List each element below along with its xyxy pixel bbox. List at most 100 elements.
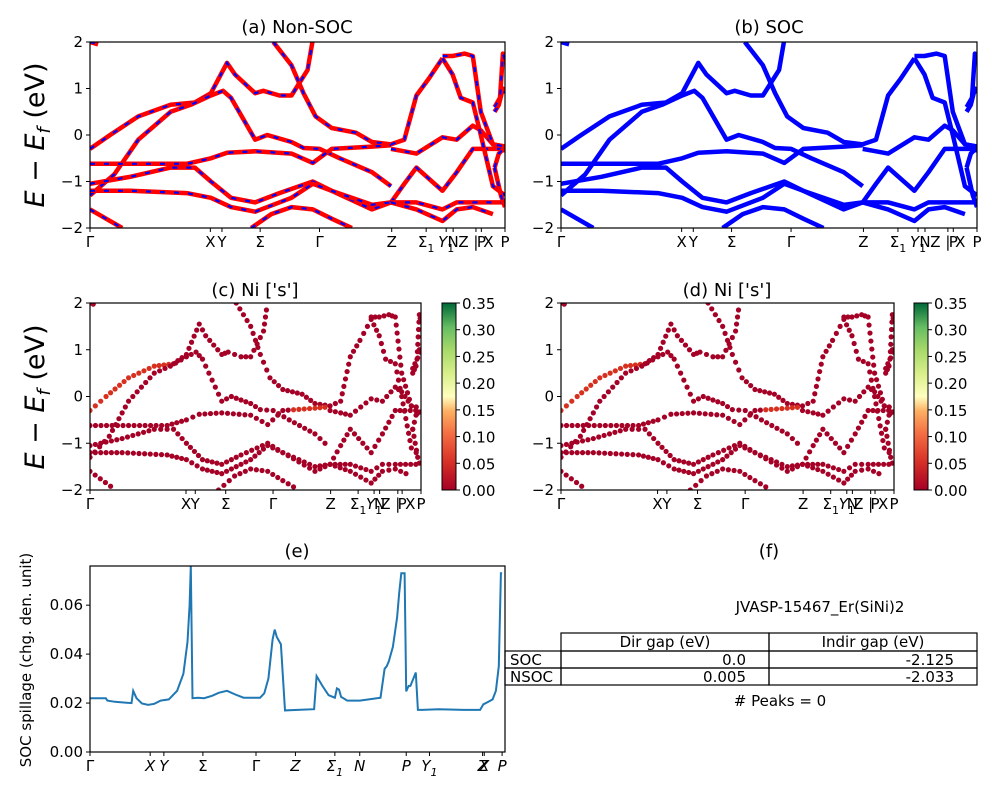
band-point (257, 351, 263, 358)
band-point (870, 385, 876, 391)
band-point (357, 337, 363, 343)
panel-c-title: (c) Ni ['s'] (211, 280, 298, 301)
ytick-label: 0.00 (50, 743, 83, 761)
band-point (705, 303, 711, 306)
band-point (404, 390, 411, 396)
band-point (657, 345, 664, 351)
band-point (416, 319, 421, 325)
band-soc (964, 51, 977, 109)
band-point (253, 415, 259, 421)
band-point (890, 409, 894, 415)
band-point (872, 370, 878, 376)
band-point (748, 382, 754, 389)
band-point (406, 430, 412, 436)
band-point (332, 463, 338, 469)
band-point (373, 327, 380, 333)
band-point (265, 442, 271, 449)
band-point (388, 389, 394, 395)
band-point (206, 370, 212, 376)
band-point (640, 453, 647, 459)
band-point (872, 393, 878, 400)
band-point (724, 337, 731, 343)
xtick-label: X (144, 757, 156, 775)
ytick-label: 2 (544, 294, 554, 312)
band-point (397, 407, 403, 414)
band-point (585, 450, 591, 456)
band-point (714, 468, 720, 474)
band-point (674, 333, 680, 339)
band-point (347, 354, 353, 360)
band-point (841, 396, 847, 402)
band-nsoc (271, 42, 445, 147)
band-point (191, 448, 198, 455)
band-point (290, 484, 297, 490)
band-point (865, 314, 871, 320)
band-point (196, 411, 202, 417)
band-point (805, 400, 811, 407)
band-point (275, 447, 281, 453)
band-point (280, 478, 286, 484)
band-point (347, 461, 353, 467)
band-soc (391, 201, 505, 211)
band-point (563, 403, 569, 409)
band-point (690, 471, 697, 477)
band-point (836, 466, 842, 473)
band-point (668, 321, 674, 327)
band-point (203, 333, 209, 339)
band-point (871, 362, 877, 368)
band-point (720, 400, 726, 407)
band-point (784, 405, 790, 411)
band-point (226, 478, 232, 484)
band-point (747, 412, 753, 418)
band-point (170, 426, 177, 432)
band-point (846, 465, 853, 471)
band-soc (964, 148, 977, 169)
band-point (334, 449, 340, 455)
band-point (617, 365, 624, 372)
band-point (393, 322, 399, 328)
band-point (215, 347, 221, 353)
colorbar-tick-label: 0.25 (462, 348, 495, 366)
band-point (825, 471, 831, 477)
band-point (867, 330, 873, 336)
band-point (169, 421, 175, 427)
band-point (401, 408, 408, 414)
band-point (574, 439, 580, 445)
band-point (199, 327, 206, 333)
band-point (602, 422, 608, 429)
band-point (296, 422, 303, 429)
band-soc (493, 149, 505, 168)
band-point (684, 384, 690, 390)
band-point (399, 370, 405, 376)
band-point (729, 351, 735, 358)
band-point (317, 463, 323, 469)
band-point (381, 313, 387, 319)
xtick-label: Σ1 (418, 233, 434, 255)
band-point (398, 362, 404, 368)
band-point (225, 349, 231, 355)
band-point (130, 432, 136, 439)
band-point (720, 457, 726, 463)
xtick-label: Σ1 (822, 495, 838, 517)
band-point (729, 406, 735, 413)
xtick-label: Σ (255, 233, 264, 251)
band-point (151, 426, 157, 432)
band-point (98, 422, 104, 429)
xtick-label: Σ1 (327, 757, 343, 779)
xtick-label: P (949, 233, 958, 251)
band-point (280, 386, 286, 393)
band-point (883, 426, 889, 432)
band-point (257, 334, 263, 341)
band-point (230, 411, 236, 417)
band-point (714, 412, 720, 418)
band-point (742, 445, 748, 451)
band-point (668, 411, 674, 417)
band-point (886, 447, 893, 453)
band-point (592, 378, 598, 385)
band-point (219, 471, 225, 477)
band-point (575, 422, 581, 429)
xtick-label: P (402, 757, 412, 775)
band-point (416, 460, 421, 466)
band-point (563, 472, 569, 478)
